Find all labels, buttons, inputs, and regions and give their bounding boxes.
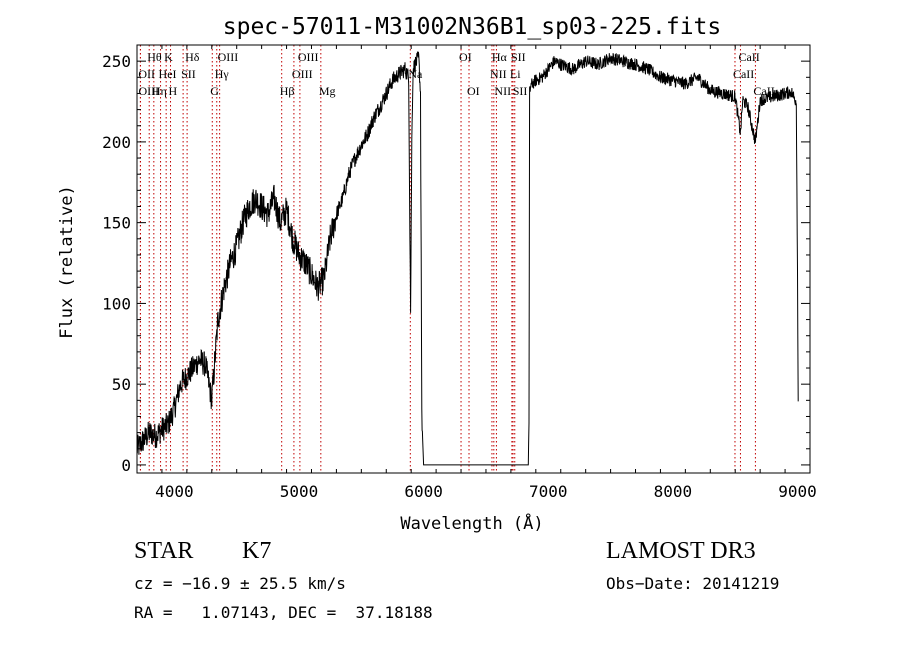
x-axis-label: Wavelength (Å) (400, 512, 543, 534)
line-marker-label: SII (511, 50, 526, 64)
line-marker-label: NII (490, 67, 507, 81)
emission-line-markers (139, 45, 756, 473)
line-marker-label: OI (459, 50, 472, 64)
survey-label: LAMOST DR3 (606, 538, 756, 564)
chart-title: spec-57011-M31002N36B1_sp03-225.fits (223, 14, 722, 40)
line-marker-label: Hη (152, 84, 167, 98)
line-marker-label: OIII (218, 50, 239, 64)
plot-frame (136, 44, 811, 474)
x-tick-label: 5000 (280, 482, 319, 501)
line-marker-label: HeI (159, 67, 177, 81)
line-marker-label: H (169, 84, 178, 98)
line-marker-label: SII (513, 84, 528, 98)
x-tick-label: 9000 (778, 482, 817, 501)
x-tick-label: 6000 (404, 482, 443, 501)
line-marker-label: NII (494, 84, 511, 98)
x-tick-label: 4000 (155, 482, 194, 501)
line-marker-label: OII (138, 67, 155, 81)
line-marker-label: Hδ (185, 50, 200, 64)
line-marker-label: CaII (733, 67, 754, 81)
object-subclass: K7 (242, 538, 272, 564)
y-tick-label: 50 (112, 375, 131, 394)
line-marker-label: OI (467, 84, 480, 98)
line-marker-label: G (210, 84, 219, 98)
line-marker-label: Hβ (280, 84, 295, 98)
line-marker-label: Mg (319, 84, 336, 98)
object-class: STAR (134, 538, 194, 564)
line-marker-label: Hθ (147, 50, 162, 64)
x-axis-ticks: 4000 5000 6000 7000 8000 9000 (136, 45, 817, 501)
line-marker-label: Hα (492, 50, 508, 64)
y-tick-label: 100 (102, 294, 131, 313)
coordinates: RA = 1.07143, DEC = 37.18188 (134, 603, 433, 622)
y-tick-label: 250 (102, 52, 131, 71)
x-tick-label: 8000 (654, 482, 693, 501)
y-axis-label: Flux (relative) (57, 185, 77, 339)
x-tick-label: 7000 (529, 482, 568, 501)
line-marker-label: OIII (292, 67, 313, 81)
line-marker-label: Li (510, 67, 521, 81)
line-marker-label: K (164, 50, 173, 64)
y-axis-ticks: 0 50 100 150 200 250 (102, 52, 810, 475)
flux-series-line (136, 50, 799, 466)
redshift-line: cz = −16.9 ± 25.5 km/s (134, 574, 346, 593)
line-marker-label: OIII (298, 50, 319, 64)
line-marker-label: OIII (138, 84, 159, 98)
line-marker-label: CaII (738, 50, 759, 64)
y-tick-label: 0 (121, 456, 131, 475)
y-tick-label: 200 (102, 133, 131, 152)
obs-date: Obs−Date: 20141219 (606, 574, 780, 593)
line-marker-label: Hγ (215, 67, 230, 81)
line-marker-label: SII (181, 67, 196, 81)
y-tick-label: 150 (102, 214, 131, 233)
